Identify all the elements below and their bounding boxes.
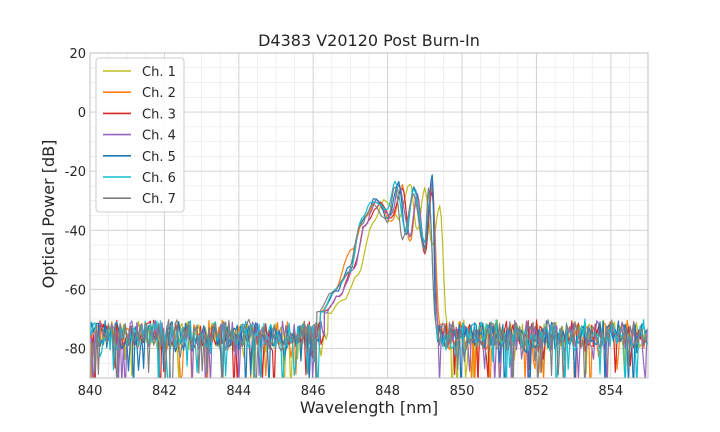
legend-box — [95, 57, 185, 213]
chart-title: D4383 V20120 Post Burn-In — [258, 31, 480, 50]
plot-area — [90, 174, 648, 378]
x-tick-labels: 840 842 844 846 848 850 852 854 — [78, 384, 624, 399]
legend-label: Ch. 3 — [142, 107, 176, 122]
x-axis-label: Wavelength [nm] — [300, 398, 438, 417]
series-line — [90, 180, 648, 378]
y-tick-labels: 20 0 -20 -40 -60 -80 — [65, 47, 86, 357]
x-tick-label: 854 — [598, 384, 623, 399]
x-tick-label: 852 — [524, 384, 549, 399]
y-tick-label: 20 — [69, 47, 86, 62]
y-tick-label: -40 — [65, 224, 86, 239]
series-line — [90, 186, 648, 378]
x-tick-label: 846 — [301, 384, 326, 399]
legend-label: Ch. 5 — [142, 150, 176, 165]
y-tick-label: -80 — [65, 342, 86, 357]
y-axis-label: Optical Power [dB] — [39, 140, 58, 289]
x-tick-label: 848 — [375, 384, 400, 399]
legend-label: Ch. 6 — [142, 171, 176, 186]
y-tick-label: 0 — [78, 106, 86, 121]
legend-label: Ch. 2 — [142, 86, 176, 101]
legend-label: Ch. 4 — [142, 129, 176, 144]
x-tick-label: 842 — [152, 384, 177, 399]
legend: Ch. 1 Ch. 2 Ch. 3 Ch. 4 Ch. 5 Ch. 6 Ch. 7 — [95, 57, 185, 213]
y-tick-label: -60 — [65, 283, 86, 298]
x-tick-label: 850 — [450, 384, 475, 399]
x-tick-label: 840 — [78, 384, 103, 399]
legend-label: Ch. 1 — [142, 65, 176, 80]
series-line — [90, 174, 648, 378]
x-tick-label: 844 — [226, 384, 251, 399]
y-tick-label: -20 — [65, 165, 86, 180]
plot-frame — [89, 52, 649, 379]
legend-label: Ch. 7 — [142, 192, 176, 207]
